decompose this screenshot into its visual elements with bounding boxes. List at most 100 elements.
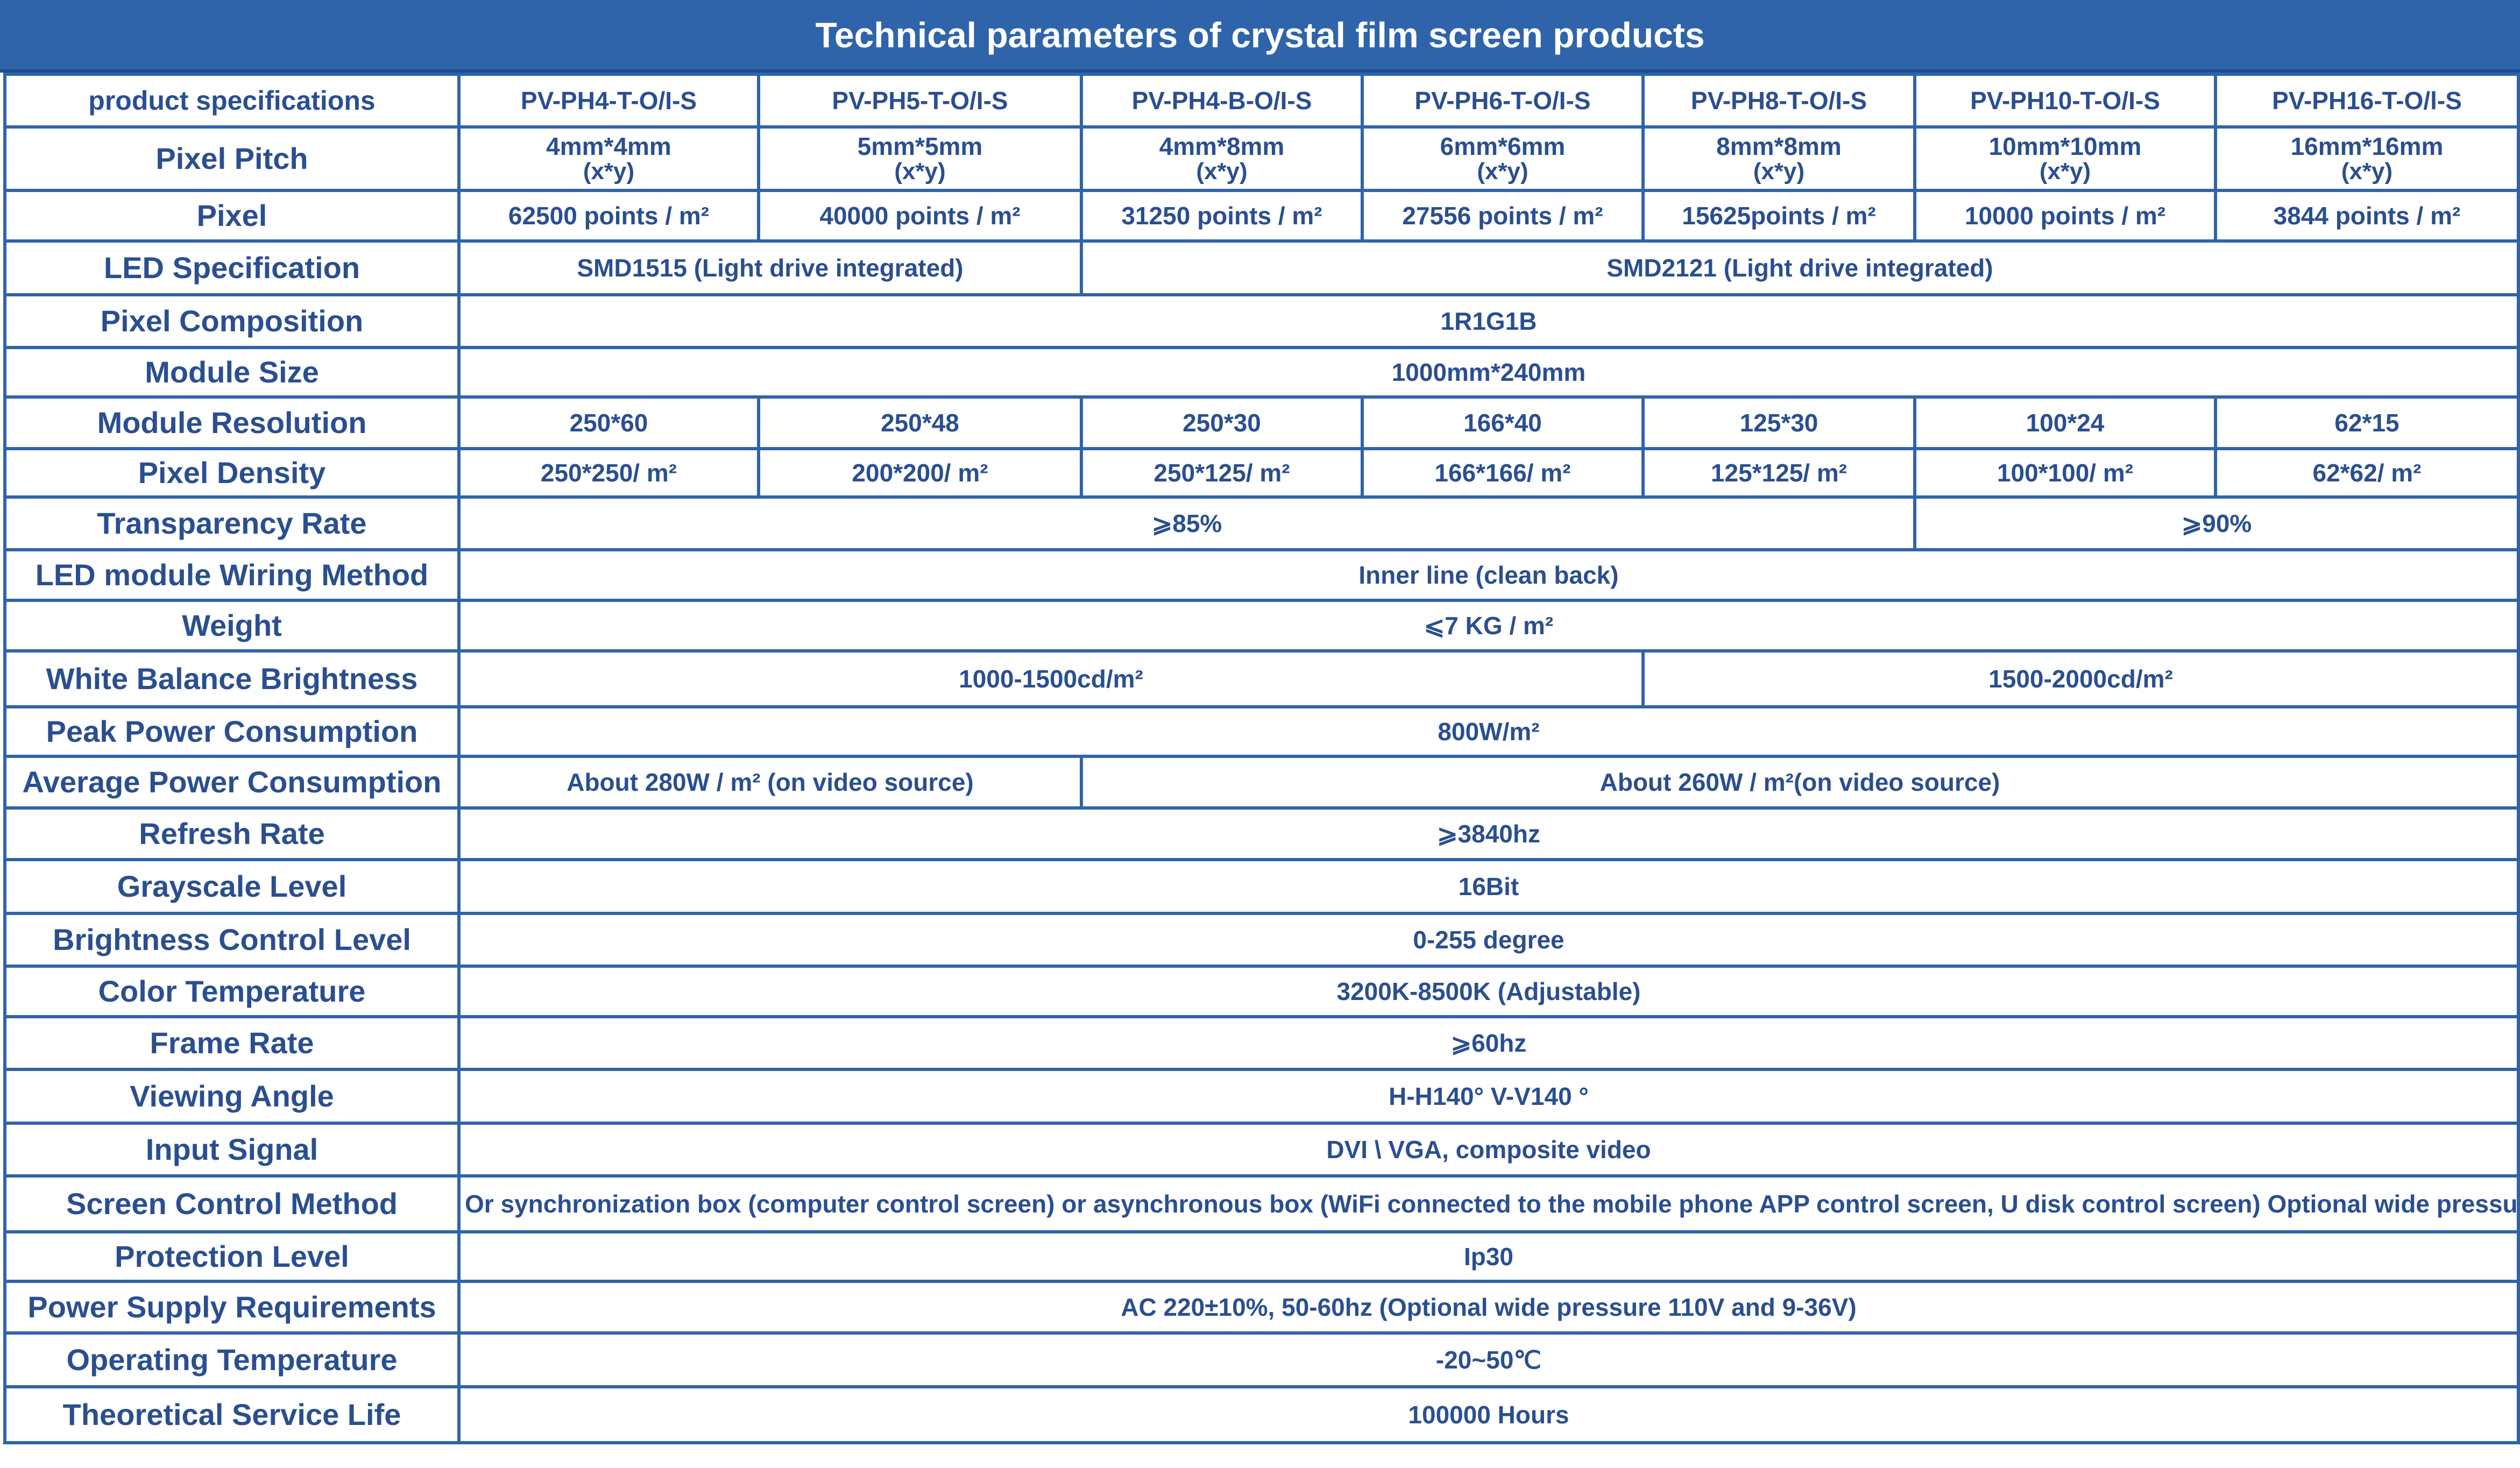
table-cell: 1500-2000cd/m² xyxy=(1641,649,2520,708)
row-label: Pixel Pitch xyxy=(3,125,461,192)
table-row: Grayscale Level 16Bit xyxy=(3,858,2520,915)
table-cell: 1R1G1B xyxy=(457,293,2520,349)
table-cell: Ip30 xyxy=(457,1230,2520,1283)
table-row: Pixel 62500 points / m² 40000 points / m… xyxy=(3,189,2520,243)
row-label: Theoretical Service Life xyxy=(3,1385,461,1444)
row-label: Refresh Rate xyxy=(3,806,461,861)
table-cell: 62500 points / m² xyxy=(457,189,760,243)
table-cell: 0-255 degree xyxy=(457,912,2520,968)
row-label: LED module Wiring Method xyxy=(3,548,461,602)
table-cell: -20~50℃ xyxy=(457,1331,2520,1388)
table-row: Input Signal DVI \ VGA, composite video xyxy=(3,1122,2520,1178)
row-label: Brightness Control Level xyxy=(3,912,461,968)
row-label: Pixel Density xyxy=(3,447,461,499)
table-cell: 4mm*4mm (x*y) xyxy=(457,125,760,192)
table-cell: 125*125/ m² xyxy=(1641,447,1916,499)
row-label: Average Power Consumption xyxy=(3,755,461,810)
table-cell: Or synchronization box (computer control… xyxy=(457,1174,2520,1233)
row-label: Operating Temperature xyxy=(3,1331,461,1388)
cell-subtext: (x*y) xyxy=(1753,158,1805,185)
cell-value: 16mm*16mm xyxy=(2290,132,2444,160)
row-label: LED Specification xyxy=(3,239,461,296)
model-header: PV-PH6-T-O/I-S xyxy=(1361,73,1645,129)
table-cell: ⩾85% xyxy=(457,495,1916,551)
table-cell: 27556 points / m² xyxy=(1361,189,1645,243)
table-cell: About 260W / m²(on video source) xyxy=(1080,755,2520,810)
cell-value: 8mm*8mm xyxy=(1716,132,1842,160)
table-cell: AC 220±10%, 50-60hz (Optional wide press… xyxy=(457,1280,2520,1335)
table-cell: 100000 Hours xyxy=(457,1385,2520,1444)
table-cell: 100*24 xyxy=(1913,395,2217,450)
model-header: PV-PH5-T-O/I-S xyxy=(757,73,1083,129)
table-cell: ⩾90% xyxy=(1913,495,2520,551)
table-row: Module Size 1000mm*240mm xyxy=(3,346,2520,399)
cell-subtext: (x*y) xyxy=(2341,158,2393,185)
table-cell: ⩾3840hz xyxy=(457,806,2520,861)
table-row: Transparency Rate ⩾85% ⩾90% xyxy=(3,495,2520,551)
table-row: Module Resolution 250*60 250*48 250*30 1… xyxy=(3,395,2520,450)
table-cell: 250*60 xyxy=(457,395,760,450)
cell-value: 5mm*5mm xyxy=(857,132,983,160)
cell-subtext: (x*y) xyxy=(2039,158,2091,185)
table-row: Average Power Consumption About 280W / m… xyxy=(3,755,2520,810)
table-row: Peak Power Consumption 800W/m² xyxy=(3,705,2520,758)
table-cell: 125*30 xyxy=(1641,395,1916,450)
model-header: PV-PH16-T-O/l-S xyxy=(2214,73,2520,129)
cell-value: 6mm*6mm xyxy=(1440,132,1566,160)
row-label: Module Resolution xyxy=(3,395,461,450)
table-cell: ⩽7 KG / m² xyxy=(457,599,2520,653)
table-title: Technical parameters of crystal film scr… xyxy=(0,0,2520,73)
row-label: White Balance Brightness xyxy=(3,649,461,708)
table-cell: 62*15 xyxy=(2214,395,2520,450)
table-row: Refresh Rate ⩾3840hz xyxy=(3,806,2520,861)
row-label: Grayscale Level xyxy=(3,858,461,915)
table-row: Protection Level Ip30 xyxy=(3,1230,2520,1283)
table-cell: 16Bit xyxy=(457,858,2520,915)
model-header: PV-PH4-T-O/I-S xyxy=(457,73,760,129)
table-row: LED module Wiring Method Inner line (cle… xyxy=(3,548,2520,602)
table-cell: 200*200/ m² xyxy=(757,447,1083,499)
table-cell: 62*62/ m² xyxy=(2214,447,2520,499)
table-row: Power Supply Requirements AC 220±10%, 50… xyxy=(3,1280,2520,1335)
table-cell: 6mm*6mm (x*y) xyxy=(1361,125,1645,192)
table-row: Pixel Composition 1R1G1B xyxy=(3,293,2520,349)
table-cell: 800W/m² xyxy=(457,705,2520,758)
table-cell: 166*40 xyxy=(1361,395,1645,450)
row-label: Viewing Angle xyxy=(3,1068,461,1125)
table-cell: About 280W / m² (on video source) xyxy=(457,755,1083,810)
table-row: Color Temperature 3200K-8500K (Adjustabl… xyxy=(3,965,2520,1018)
table-cell: 1000-1500cd/m² xyxy=(457,649,1645,708)
table-cell: 40000 points / m² xyxy=(757,189,1083,243)
row-label: Input Signal xyxy=(3,1122,461,1178)
cell-value: 10mm*10mm xyxy=(1988,132,2142,160)
table-row: Operating Temperature -20~50℃ xyxy=(3,1331,2520,1388)
table-cell: Inner line (clean back) xyxy=(457,548,2520,602)
table-row: Pixel Density 250*250/ m² 200*200/ m² 25… xyxy=(3,447,2520,499)
table-cell: ⩾60hz xyxy=(457,1015,2520,1071)
model-header: PV-PH8-T-O/I-S xyxy=(1641,73,1916,129)
table-row: Frame Rate ⩾60hz xyxy=(3,1015,2520,1071)
table-cell: 250*48 xyxy=(757,395,1083,450)
cell-subtext: (x*y) xyxy=(1196,158,1248,185)
table-cell: 166*166/ m² xyxy=(1361,447,1645,499)
row-label: Color Temperature xyxy=(3,965,461,1018)
table-cell: 8mm*8mm (x*y) xyxy=(1641,125,1916,192)
model-header: PV-PH4-B-O/I-S xyxy=(1080,73,1364,129)
row-label: Frame Rate xyxy=(3,1015,461,1071)
row-label: Power Supply Requirements xyxy=(3,1280,461,1335)
table-cell: 15625points / m² xyxy=(1641,189,1916,243)
table-cell: H-H140° V-V140 ° xyxy=(457,1068,2520,1125)
table-cell: SMD2121 (Light drive integrated) xyxy=(1080,239,2520,296)
row-label: Transparency Rate xyxy=(3,495,461,551)
model-header: PV-PH10-T-O/I-S xyxy=(1913,73,2217,129)
table-cell: 31250 points / m² xyxy=(1080,189,1364,243)
parameters-table: product specifications PV-PH4-T-O/I-S PV… xyxy=(3,73,2520,1444)
row-label: Protection Level xyxy=(3,1230,461,1283)
table-cell: 3844 points / m² xyxy=(2214,189,2520,243)
cell-subtext: (x*y) xyxy=(1477,158,1528,185)
table-row: Brightness Control Level 0-255 degree xyxy=(3,912,2520,968)
table-row: product specifications PV-PH4-T-O/I-S PV… xyxy=(3,73,2520,129)
row-label: Pixel Composition xyxy=(3,293,461,349)
table-row: Pixel Pitch 4mm*4mm (x*y) 5mm*5mm (x*y) 4m… xyxy=(3,125,2520,192)
table-cell: 100*100/ m² xyxy=(1913,447,2217,499)
